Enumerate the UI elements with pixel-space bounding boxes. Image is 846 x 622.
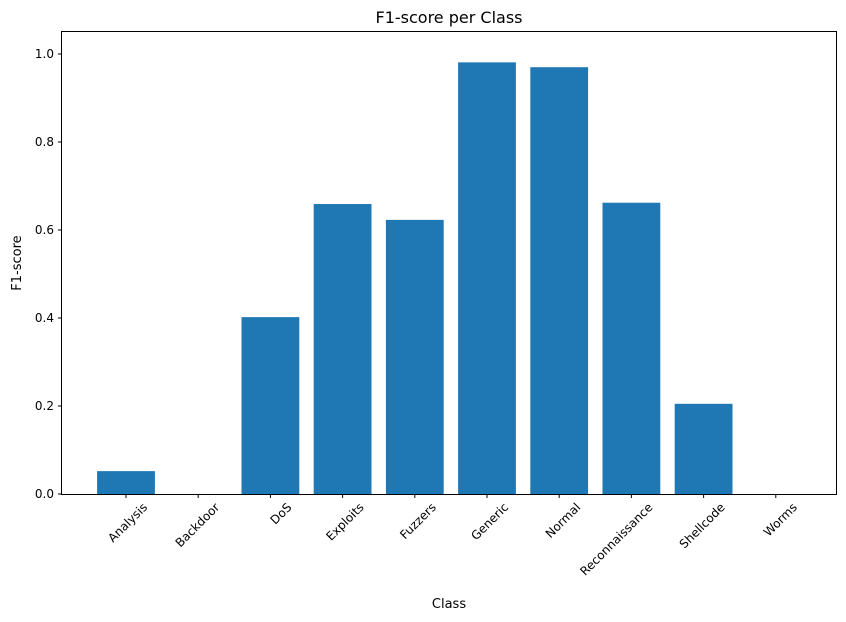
- y-tick-label: 0.8: [35, 135, 54, 149]
- x-axis-label: Class: [432, 597, 466, 612]
- bar-fuzzers: [385, 219, 444, 494]
- y-tick-label: 1.0: [35, 47, 54, 61]
- x-tick-label: Fuzzers: [397, 500, 439, 542]
- x-tick-label: DoS: [268, 500, 295, 527]
- bar-analysis: [97, 471, 155, 494]
- x-axis-ticks: Analysis Backdoor DoS Exploits Fuzzers Generi…: [105, 494, 800, 578]
- x-tick-label: Backdoor: [173, 500, 223, 550]
- x-tick-label: Reconnaissance: [577, 500, 655, 578]
- x-tick-label: Worms: [761, 500, 800, 539]
- plot-frame: [61, 31, 837, 495]
- chart-title: F1-score per Class: [376, 8, 523, 27]
- x-tick-label: Generic: [468, 500, 511, 543]
- y-tick-label: 0.6: [35, 223, 54, 237]
- bar-shellcode: [674, 403, 733, 494]
- x-tick-label: Exploits: [323, 500, 366, 543]
- bar-dos: [241, 317, 300, 494]
- y-axis-ticks: 0.0 0.2 0.4 0.6 0.8 1.0: [35, 47, 62, 501]
- y-tick-label: 0.0: [35, 487, 54, 501]
- bar-exploits: [313, 204, 372, 495]
- bars-group: [97, 62, 733, 495]
- bar-normal: [530, 67, 589, 494]
- x-tick-label: Normal: [543, 500, 584, 541]
- y-tick-label: 0.4: [35, 311, 54, 325]
- bar-reconnaissance: [602, 202, 661, 494]
- y-tick-label: 0.2: [35, 399, 54, 413]
- bar-generic: [458, 62, 516, 495]
- y-axis-label: F1-score: [10, 235, 25, 290]
- x-tick-label: Shellcode: [677, 500, 728, 551]
- x-tick-label: Analysis: [105, 500, 150, 545]
